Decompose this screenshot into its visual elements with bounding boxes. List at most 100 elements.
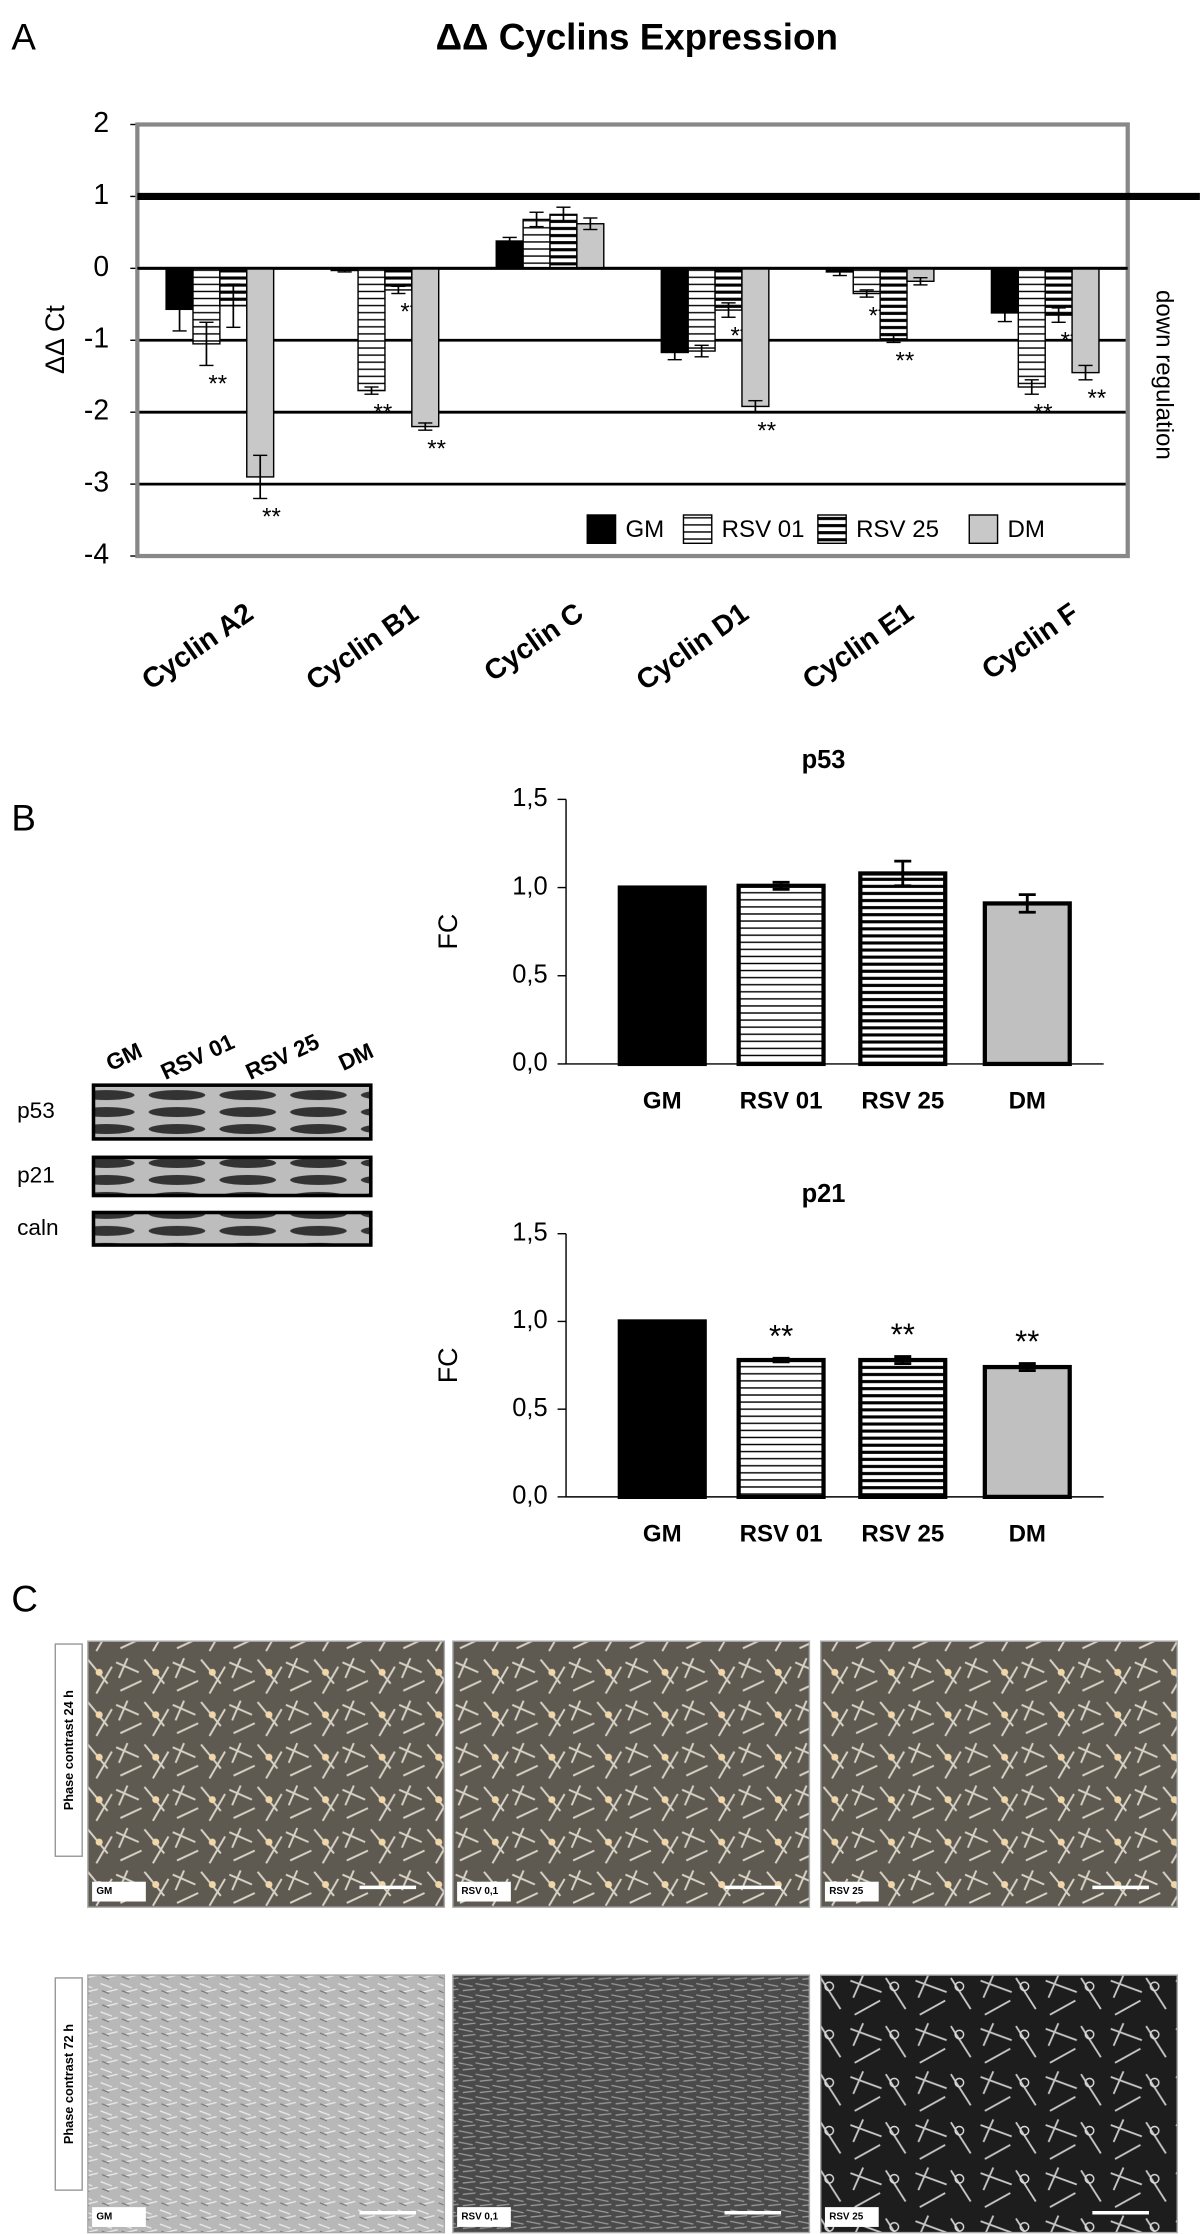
chart-title: ΔΔ Cyclins Expression — [436, 16, 838, 57]
bar — [576, 223, 605, 270]
image-label: RSV 0,1 — [461, 1886, 498, 1897]
lane-label: DM — [335, 1038, 377, 1076]
image-label-box — [92, 1881, 146, 1902]
y-tick-label: 0,5 — [512, 960, 547, 988]
legend-label: RSV 25 — [856, 516, 939, 543]
bar — [1017, 267, 1046, 388]
micrograph — [820, 1640, 1178, 1908]
y-tick-label: 1 — [93, 178, 109, 210]
side-label: down regulation — [1151, 290, 1178, 460]
y-tick-label: 1,0 — [512, 872, 547, 900]
bar — [736, 883, 826, 1067]
lane-label: RSV 25 — [242, 1029, 323, 1085]
blot-strip — [91, 1210, 373, 1247]
y-tick-label: 0 — [93, 250, 109, 282]
panel-label: B — [11, 797, 36, 838]
blot-strip — [91, 1083, 373, 1141]
row-label: Phase contrast 72 h — [61, 2024, 76, 2144]
bar — [982, 1364, 1072, 1500]
row-label: p53 — [17, 1098, 55, 1123]
image-label: RSV 0,1 — [461, 2212, 498, 2223]
x-tick-label: GM — [643, 1088, 682, 1115]
bar — [736, 1357, 826, 1500]
significance: ** — [208, 371, 227, 398]
micrograph — [87, 1640, 446, 1908]
micrograph — [820, 1974, 1178, 2234]
significance: ** — [891, 1317, 915, 1352]
significance: ** — [757, 417, 776, 444]
image-label-box — [824, 1881, 879, 1902]
x-tick-label: DM — [1009, 1520, 1046, 1547]
micrograph — [452, 1974, 811, 2234]
significance: ** — [1087, 385, 1106, 412]
x-tick-label: Cyclin F — [976, 596, 1084, 685]
blot-strip — [91, 1155, 373, 1198]
significance: ** — [427, 435, 446, 462]
x-tick-label: Cyclin C — [478, 596, 589, 687]
legend-label: DM — [1007, 516, 1044, 543]
bar — [246, 267, 275, 478]
x-tick-label: RSV 01 — [740, 1520, 823, 1547]
significance: ** — [373, 399, 392, 426]
plot-frame — [135, 122, 1130, 559]
legend-label: GM — [625, 516, 664, 543]
lane-label: GM — [102, 1038, 146, 1076]
row-label: Phase contrast 24 h — [61, 1690, 76, 1810]
legend-swatch — [968, 514, 999, 544]
significance: ** — [1015, 1324, 1039, 1359]
image-label: GM — [96, 1886, 112, 1897]
y-tick-label: 1,5 — [512, 1218, 547, 1246]
x-tick-label: Cyclin E1 — [796, 596, 919, 695]
legend-swatch — [817, 514, 847, 544]
chart-title: p21 — [802, 1180, 846, 1208]
row-label: caln — [17, 1215, 59, 1240]
lane-label: RSV 01 — [157, 1029, 238, 1085]
bar — [879, 267, 908, 340]
x-tick-label: GM — [643, 1520, 682, 1547]
bar — [687, 267, 716, 352]
micrograph — [87, 1974, 446, 2234]
y-tick-label: 0,0 — [512, 1482, 547, 1510]
y-tick-label: 1,5 — [512, 784, 547, 812]
bar — [660, 267, 689, 354]
y-axis-label: ΔΔ Ct — [40, 305, 70, 374]
y-tick-label: 1,0 — [512, 1306, 547, 1334]
y-tick-label: -4 — [84, 537, 109, 569]
y-tick-label: 0,0 — [512, 1049, 547, 1077]
x-tick-label: RSV 25 — [861, 1088, 944, 1115]
bar — [982, 901, 1072, 1067]
y-tick-label: -3 — [84, 466, 109, 498]
bar — [411, 267, 440, 428]
bar — [617, 1319, 707, 1500]
row-label-box — [54, 1977, 83, 2191]
bar — [858, 871, 948, 1067]
image-label-box — [457, 2207, 511, 2227]
panel-label: C — [11, 1578, 38, 1619]
row-label: p21 — [17, 1162, 55, 1187]
image-label: RSV 25 — [829, 2212, 864, 2223]
x-tick-label: Cyclin B1 — [300, 596, 424, 696]
chart-title: p53 — [802, 746, 846, 774]
y-tick-label: 0,5 — [512, 1394, 547, 1422]
legend-swatch — [586, 514, 617, 544]
x-tick-label: DM — [1009, 1088, 1046, 1115]
x-tick-label: RSV 25 — [861, 1520, 944, 1547]
significance: ** — [262, 504, 281, 531]
x-tick-label: Cyclin A2 — [136, 596, 259, 696]
significance: ** — [1034, 399, 1053, 426]
micrograph — [452, 1640, 811, 1908]
bar — [741, 267, 770, 408]
panel-label: A — [11, 16, 36, 57]
significance: ** — [896, 348, 915, 375]
significance: ** — [769, 1319, 793, 1354]
image-label: RSV 25 — [829, 1886, 864, 1897]
image-label-box — [92, 2207, 146, 2227]
image-label-box — [824, 2207, 879, 2227]
row-label-box — [54, 1643, 83, 1857]
bar — [549, 213, 578, 270]
y-tick-label: 2 — [93, 106, 109, 138]
bar — [617, 885, 707, 1067]
x-tick-label: Cyclin D1 — [630, 596, 754, 696]
